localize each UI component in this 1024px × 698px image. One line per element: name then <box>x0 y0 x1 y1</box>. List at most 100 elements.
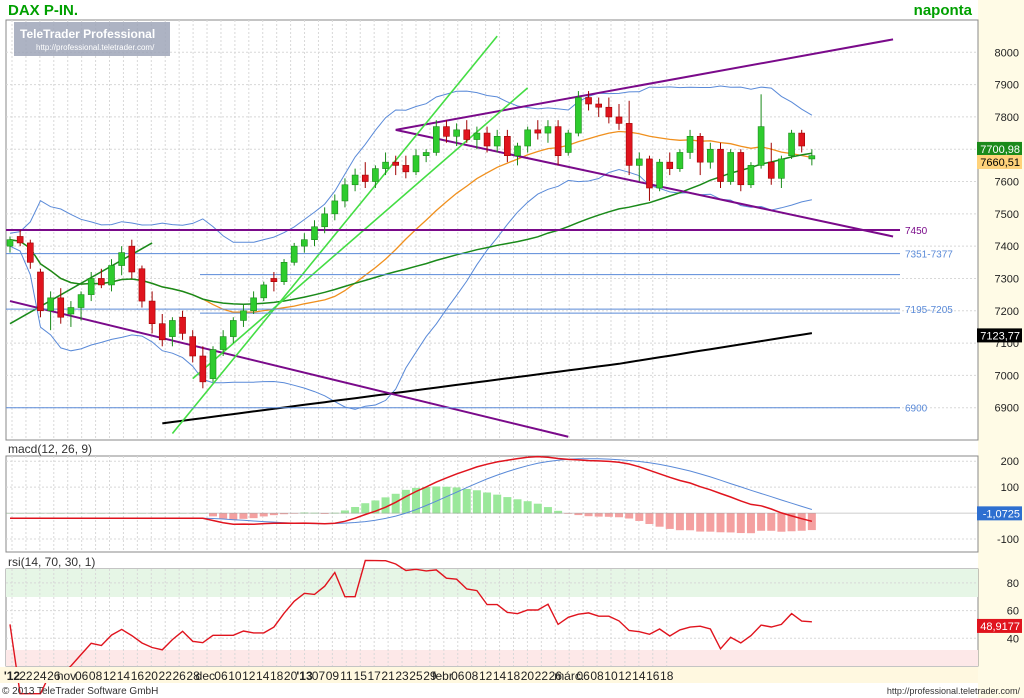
x-tick-label: 08 <box>590 669 604 683</box>
macd-histogram-bar <box>665 513 674 529</box>
footer-url: http://professional.teletrader.com/ <box>887 686 1021 696</box>
level-label: 7351-7377 <box>905 250 953 261</box>
macd-histogram-bar <box>340 510 349 514</box>
level-label: 6900 <box>905 404 928 415</box>
macd-histogram-bar <box>686 513 695 531</box>
candle-body <box>564 132 572 153</box>
macd-histogram-bar <box>615 513 623 518</box>
macd-last-box <box>977 506 1022 521</box>
x-tick-label: 26 <box>549 669 563 683</box>
macd-histogram-bar <box>249 513 258 519</box>
macd-histogram-bar <box>381 497 390 514</box>
candle-body <box>554 126 562 156</box>
macd-histogram-bar <box>523 501 532 514</box>
candle-body <box>199 355 207 383</box>
y-tick-label: 8000 <box>995 47 1019 59</box>
candle-body <box>169 320 176 337</box>
macd-histogram-bar <box>493 494 502 514</box>
y-tick-label: 7500 <box>995 209 1019 221</box>
candle-body <box>87 278 95 295</box>
candle-body <box>483 132 491 147</box>
candle-body <box>382 161 389 169</box>
macd-histogram-bar <box>462 488 471 514</box>
labels: 6900700071007200730074007500760077007800… <box>905 47 1022 645</box>
macd-histogram-bar <box>777 513 786 532</box>
candle-body <box>26 242 34 263</box>
macd-histogram-bar <box>412 487 420 514</box>
candle-body <box>47 297 54 312</box>
x-tick-label: 22 <box>159 669 173 683</box>
candle-body <box>412 155 420 173</box>
x-tick-label: 25 <box>409 669 423 683</box>
x-tick-label: '12 <box>4 669 21 683</box>
x-tick-label: 23 <box>395 669 409 683</box>
macd-histogram-bar <box>280 513 289 515</box>
candle-body <box>148 300 156 324</box>
macd-histogram-bar <box>604 513 613 517</box>
macd-histogram-bar <box>452 487 461 514</box>
candle-body <box>16 236 24 244</box>
macd-histogram-bar <box>533 503 542 514</box>
candle-body <box>77 294 85 308</box>
macd-line <box>10 455 813 526</box>
x-tick-label: 18 <box>660 669 674 683</box>
candle-body <box>575 97 582 134</box>
macd-panel <box>5 455 979 553</box>
rsi-label: rsi(14, 70, 30, 1) <box>8 555 95 569</box>
macd-histogram-bar <box>239 513 248 519</box>
trend-channel-lower <box>192 87 529 380</box>
x-tick-label: 14 <box>117 669 131 683</box>
level-label: 7450 <box>905 226 928 237</box>
candle-body <box>301 239 308 247</box>
candle-body <box>686 136 694 153</box>
candle-body <box>138 268 146 302</box>
candle-body <box>311 226 318 240</box>
x-tick-label: 16 <box>131 669 145 683</box>
candle-body <box>331 200 339 215</box>
macd-histogram-bar <box>320 513 329 514</box>
x-tick-label: 06 <box>451 669 465 683</box>
rsi-line <box>9 559 812 695</box>
candle-body <box>808 155 816 160</box>
candle-body <box>240 310 247 321</box>
green-trend-short <box>9 242 153 325</box>
candle-body <box>321 213 328 228</box>
rsi-last-value: 48,9177 <box>980 621 1020 633</box>
y-tick-label: 6900 <box>995 403 1019 415</box>
x-tick-label: márc. <box>554 669 584 683</box>
candle-body <box>108 265 115 286</box>
macd-series: -1,0725 <box>6 455 1022 534</box>
macd-histogram-bar <box>483 492 492 514</box>
macd-histogram-bar <box>706 513 715 532</box>
candle-body <box>514 145 521 156</box>
candle-body <box>717 148 724 182</box>
macd-histogram-bar <box>391 493 400 514</box>
last-value-text: 7123,77 <box>980 330 1020 342</box>
last-value-box <box>977 141 1022 156</box>
macd-histogram-bar <box>543 507 552 514</box>
macd-histogram-bar <box>767 513 776 531</box>
x-tick-label: 18 <box>270 669 284 683</box>
copyright: © 2013 TeleTrader Software GmbH <box>2 686 158 697</box>
x-tick-label: 28 <box>186 669 200 683</box>
candle-body <box>341 184 349 202</box>
candle-body <box>757 126 765 166</box>
chart-title: DAX P-IN. <box>8 2 78 19</box>
x-tick-label: 22 <box>19 669 33 683</box>
x-tick-label: 12 <box>618 669 632 683</box>
candle-body <box>37 271 44 312</box>
last-value-box <box>977 328 1022 343</box>
macd-y-tick-label: 100 <box>1001 482 1019 494</box>
candle-body <box>290 245 298 263</box>
candle-body <box>67 307 75 315</box>
candle-body <box>443 126 450 137</box>
candle-body <box>696 136 704 163</box>
x-tick-label: 24 <box>33 669 47 683</box>
x-tick-label: 29 <box>423 669 437 683</box>
candle-body <box>230 320 237 337</box>
candle-body <box>656 161 663 189</box>
x-tick-label: 15 <box>354 669 368 683</box>
rsi-overbought-zone <box>6 569 978 597</box>
candle-body <box>250 297 257 312</box>
